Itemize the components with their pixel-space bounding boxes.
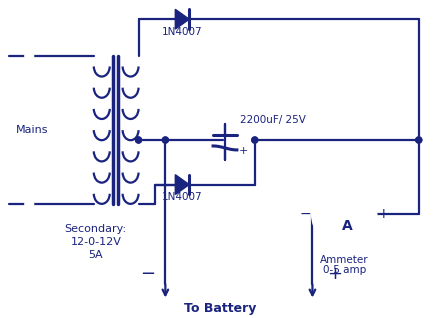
Circle shape <box>162 137 168 143</box>
Circle shape <box>162 137 168 143</box>
Text: +: + <box>327 265 342 283</box>
Circle shape <box>416 137 422 143</box>
Text: Mains: Mains <box>17 125 49 135</box>
Circle shape <box>252 137 258 143</box>
Text: 12-0-12V: 12-0-12V <box>70 237 121 247</box>
Circle shape <box>136 137 141 143</box>
Text: 0-5 amp: 0-5 amp <box>322 265 366 275</box>
Text: To Battery: To Battery <box>184 302 256 315</box>
Text: 1N4007: 1N4007 <box>162 27 202 37</box>
Circle shape <box>25 52 33 60</box>
Text: 1N4007: 1N4007 <box>162 192 202 203</box>
Text: −: − <box>300 207 311 221</box>
Circle shape <box>416 137 422 143</box>
Text: +: + <box>377 207 389 221</box>
Text: 5A: 5A <box>88 250 103 260</box>
Text: A: A <box>342 219 353 233</box>
Circle shape <box>136 137 141 143</box>
Polygon shape <box>175 175 189 195</box>
Circle shape <box>252 137 258 143</box>
Polygon shape <box>175 9 189 29</box>
Circle shape <box>25 200 33 208</box>
Circle shape <box>313 183 376 246</box>
Text: +: + <box>239 146 248 156</box>
Text: Secondary:: Secondary: <box>65 224 127 234</box>
Text: 2200uF/ 25V: 2200uF/ 25V <box>240 115 306 125</box>
Text: −: − <box>140 265 155 283</box>
Text: Ammeter: Ammeter <box>320 255 368 265</box>
